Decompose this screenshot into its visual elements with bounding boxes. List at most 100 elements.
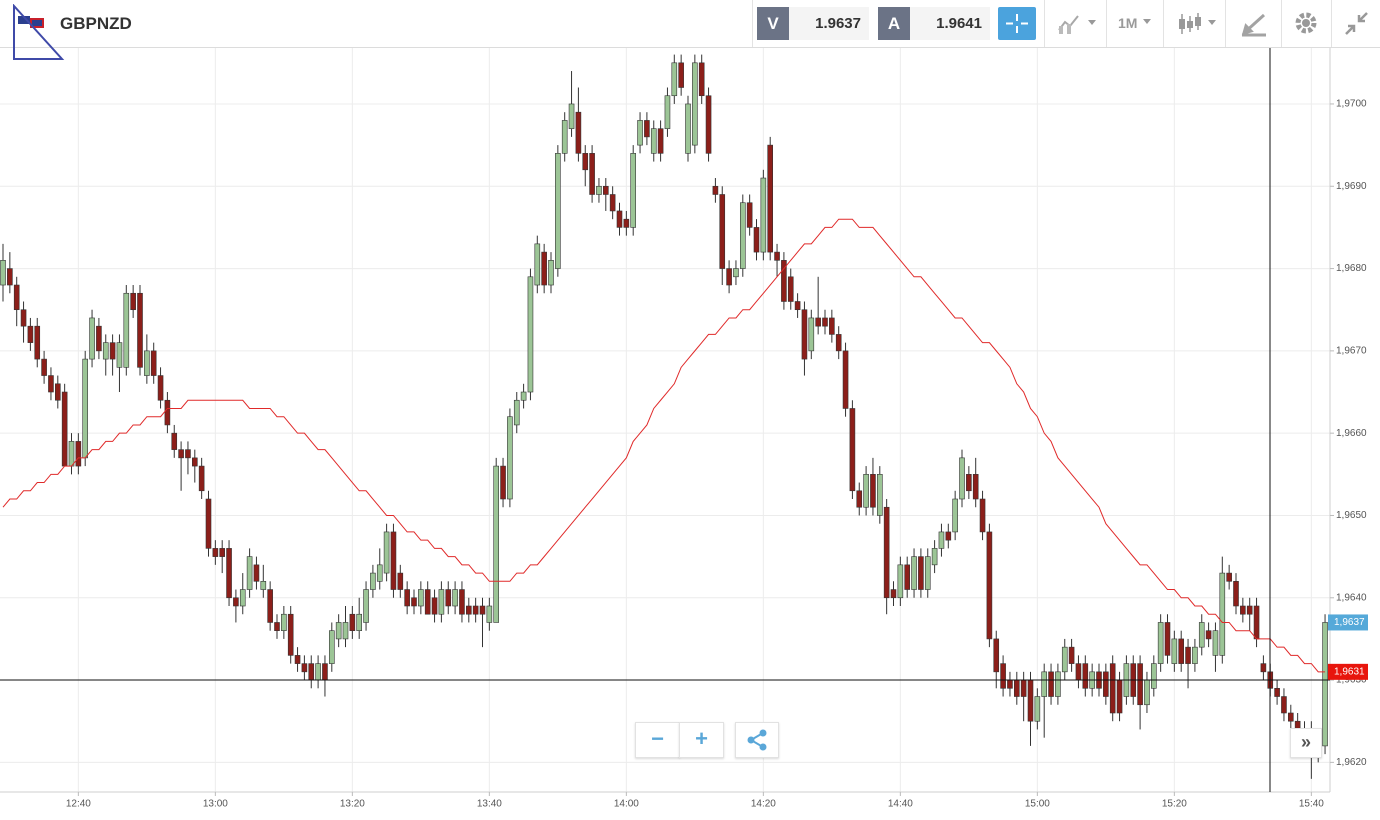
candle-body-down [657,128,664,154]
candle-body-down [1226,572,1232,582]
candle-body-down [1000,663,1006,689]
candle-body-up [733,268,739,278]
candle-body-down [1137,663,1143,706]
candle-body-down [1281,696,1287,714]
x-tick-label: 12:40 [66,799,91,810]
candle-body-down [678,62,684,88]
y-tick-label: 1,9670 [1336,346,1367,357]
candle-body-up [452,589,458,607]
candle-body-up [246,556,253,590]
candle-body-up [1055,671,1061,697]
y-tick-label: 1,9630 [1336,675,1367,686]
candle-body-up [239,589,246,607]
candle-body-up [1041,671,1047,697]
candle-body-down [1233,581,1239,607]
candle-body-up [555,153,561,269]
scroll-end[interactable]: » [1290,728,1322,758]
candle-body-down [1185,646,1191,664]
x-tick-label: 14:00 [614,799,639,810]
y-tick-label: 1,9660 [1336,428,1367,439]
candle-body-up [664,95,671,129]
candle-body-down [1013,679,1020,697]
candle-body-down [390,531,397,590]
candle-body-down [130,292,136,311]
moving-average [2,218,1326,673]
candle-body-down [705,95,712,154]
candle-body-down [41,358,47,376]
candle-body-down [500,465,506,500]
zoom-in[interactable]: + [679,722,724,758]
zoom-out[interactable]: − [635,722,680,758]
candle-body-down [465,605,472,615]
candle-body-up [1219,572,1226,656]
candle-body-up [1212,630,1219,656]
ask-price[interactable]: 1.9641 [910,7,990,40]
candle-body-up [876,474,883,516]
candle-body-up [281,613,287,631]
candle-body-down [445,589,452,607]
candle-body-down [1103,671,1109,697]
ask-tag[interactable]: A [878,7,910,40]
candle-button[interactable] [1163,0,1226,47]
candle-body-up [596,185,602,195]
candle-body-up [370,572,376,590]
candle-body-down [1164,622,1171,656]
candle-body-down [459,589,465,615]
candle-body-down [198,465,205,492]
candle-body-down [767,144,774,253]
candle-body-up [692,62,698,146]
candle-body-up [144,350,150,376]
candle-body-down [541,251,547,286]
caret [1143,19,1151,24]
candle-body-down [96,325,102,352]
crosshair-button[interactable] [998,7,1036,40]
candle-body-down [1116,679,1123,714]
candle-body-down [835,334,842,352]
candle-body-up [1198,622,1205,648]
candle-body-up [123,292,130,368]
y-tick-label: 1,9620 [1336,757,1367,768]
candle-body-down [890,589,897,599]
candle-body-down [993,638,1000,673]
y-tick-label: 1,9640 [1336,592,1367,603]
draw-button[interactable] [1225,0,1282,47]
candle-body-down [602,185,609,195]
bid-tag[interactable]: V [757,7,789,40]
x-tick-label: 13:40 [477,799,502,810]
x-tick-label: 13:00 [203,799,228,810]
candle-body-up [315,663,321,681]
candle-body-up [376,564,383,582]
candle-body-down [582,153,589,171]
toolbar: GBPNZD V 1.9637 A 1.9641 1M [0,0,1380,60]
candle-body-up [760,177,767,253]
collapse-button[interactable] [1331,0,1380,47]
candle-body-up [1322,622,1328,747]
y-tick-label: 1,9690 [1336,181,1367,192]
candle-body-down [7,268,13,286]
timeframe[interactable]: 1M [1118,15,1138,31]
candle-body-up [493,465,500,623]
candle-body-down [856,490,863,508]
candle-body-down [34,325,41,360]
candle-body-up [931,548,938,566]
candle-body-down [308,663,315,681]
candle-body-up [568,103,575,129]
candle-body-down [966,474,972,492]
candle-body-down [205,498,212,549]
candle-body-up [82,358,88,459]
candle-body-down [1082,663,1089,689]
candle-body-down [20,309,27,327]
candle-body-down [150,350,157,376]
candle-body-down [986,531,993,640]
candle-body-down [698,62,705,97]
bid-price[interactable]: 1.9637 [789,7,869,40]
candle-body-down [609,194,616,212]
candle-body-down [787,276,794,302]
candle-body-down [712,185,719,195]
candle-body-down [192,457,198,467]
share-button[interactable] [735,722,779,758]
chart-type-button[interactable] [1044,0,1107,47]
timeframe-button[interactable] [1106,0,1163,47]
price-marker-label: 1,9631 [1334,666,1365,677]
settings-button[interactable] [1281,0,1332,47]
